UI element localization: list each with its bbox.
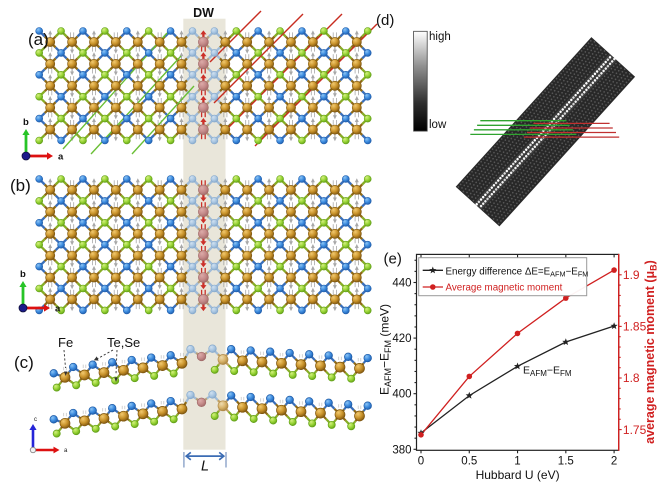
svg-text:a: a	[64, 448, 68, 454]
svg-text:high: high	[429, 31, 451, 43]
svg-text:a: a	[58, 152, 64, 163]
svg-text:(e): (e)	[384, 251, 402, 268]
svg-text:1.75: 1.75	[623, 423, 647, 437]
svg-text:0.5: 0.5	[461, 456, 477, 468]
svg-text:Fe: Fe	[58, 335, 73, 350]
svg-text:(d): (d)	[376, 12, 394, 29]
svg-text:400: 400	[392, 389, 411, 401]
svg-text:0: 0	[418, 456, 424, 468]
svg-text:Average magnetic moment: Average magnetic moment	[446, 283, 563, 294]
svg-text:2: 2	[611, 456, 617, 468]
svg-text:Te,Se: Te,Se	[107, 335, 140, 350]
svg-text:1.8: 1.8	[623, 371, 640, 385]
svg-text:Hubbard U (eV): Hubbard U (eV)	[476, 468, 560, 482]
svg-text:1.5: 1.5	[558, 456, 574, 468]
svg-text:DW: DW	[193, 6, 214, 20]
svg-text:380: 380	[392, 444, 411, 456]
svg-text:440: 440	[392, 278, 411, 290]
svg-text:c: c	[34, 417, 37, 423]
svg-text:low: low	[429, 119, 447, 131]
svg-text:1.85: 1.85	[623, 320, 647, 334]
svg-text:(a): (a)	[28, 30, 49, 49]
svg-text:Energy difference ΔE=EAFM−EFM: Energy difference ΔE=EAFM−EFM	[446, 266, 589, 278]
svg-text:(c): (c)	[14, 353, 34, 372]
svg-text:(b): (b)	[10, 176, 31, 195]
svg-text:b: b	[20, 269, 26, 280]
svg-text:L: L	[201, 459, 209, 475]
svg-text:1: 1	[514, 456, 520, 468]
svg-text:420: 420	[392, 333, 411, 345]
svg-text:average magnetic moment (μB): average magnetic moment (μB)	[643, 260, 659, 444]
svg-text:a: a	[55, 304, 61, 315]
svg-text:b: b	[23, 117, 29, 128]
svg-text:1.9: 1.9	[623, 268, 640, 282]
